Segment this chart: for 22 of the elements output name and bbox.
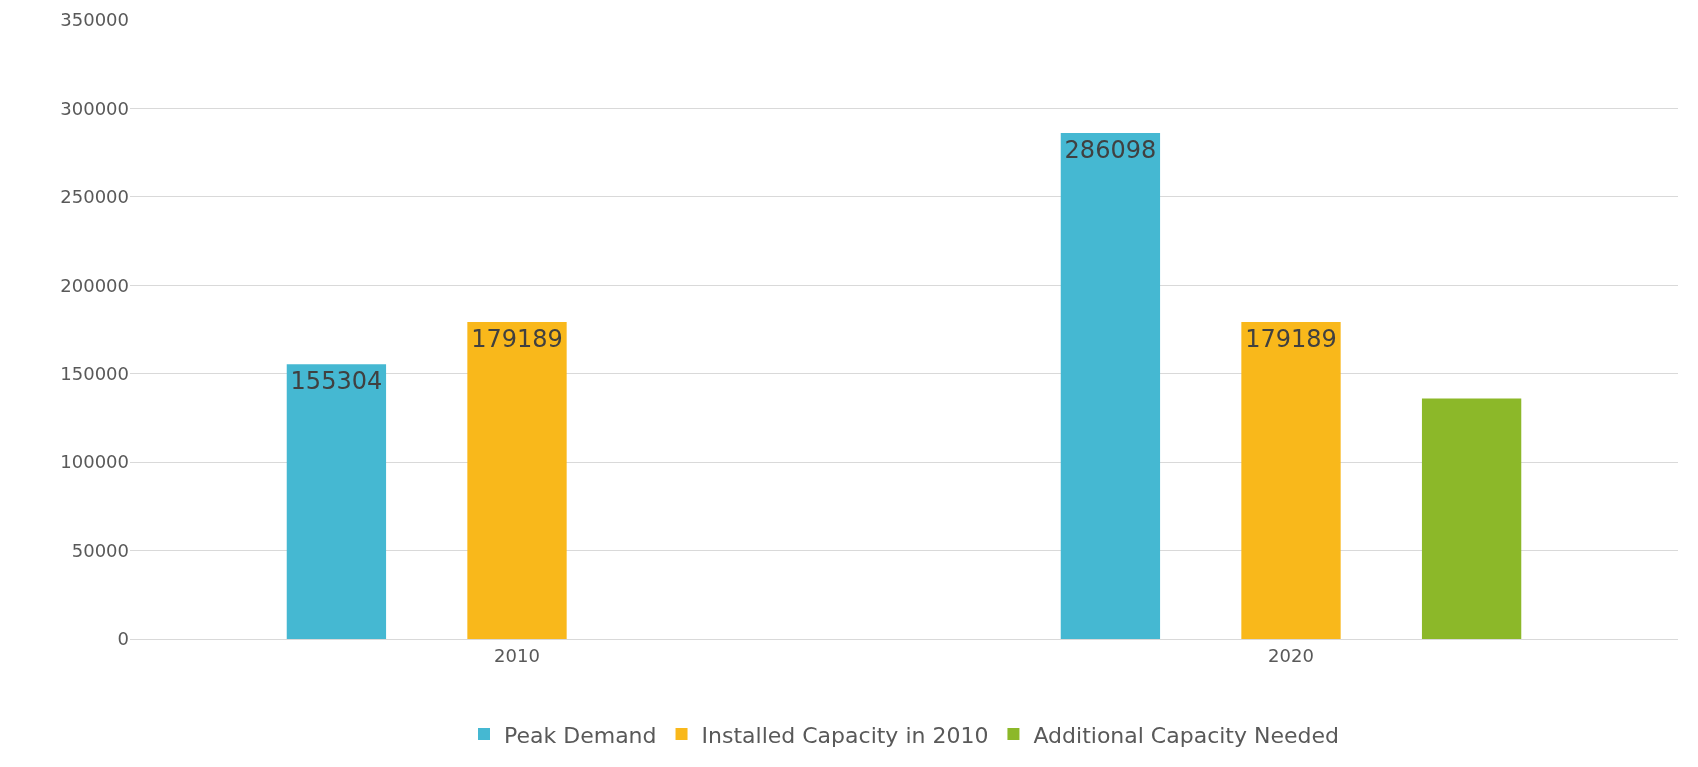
- legend-label: Additional Capacity Needed: [1033, 722, 1339, 748]
- bar: [467, 322, 567, 639]
- bar: [1060, 133, 1161, 639]
- bar: [286, 364, 387, 639]
- legend-label: Installed Capacity in 2010: [701, 722, 989, 748]
- x-tick-label: 2020: [1268, 644, 1314, 666]
- bar: [1241, 322, 1341, 639]
- y-tick-label: 300000: [60, 97, 129, 119]
- data-label: 179189: [471, 325, 563, 354]
- data-label: 179189: [1245, 325, 1337, 354]
- y-tick-label: 350000: [60, 9, 129, 31]
- data-label: 155304: [290, 367, 383, 396]
- legend-label: Peak Demand: [504, 722, 657, 748]
- y-tick-label: 0: [117, 628, 129, 650]
- x-tick-label: 2010: [494, 644, 540, 666]
- bar: [1421, 398, 1522, 639]
- y-tick-label: 250000: [60, 186, 129, 208]
- data-label: 286098: [1064, 136, 1157, 165]
- y-tick-label: 100000: [60, 451, 129, 473]
- y-tick-label: 150000: [60, 363, 129, 385]
- y-tick-label: 50000: [71, 539, 129, 561]
- y-tick-label: 200000: [60, 274, 129, 296]
